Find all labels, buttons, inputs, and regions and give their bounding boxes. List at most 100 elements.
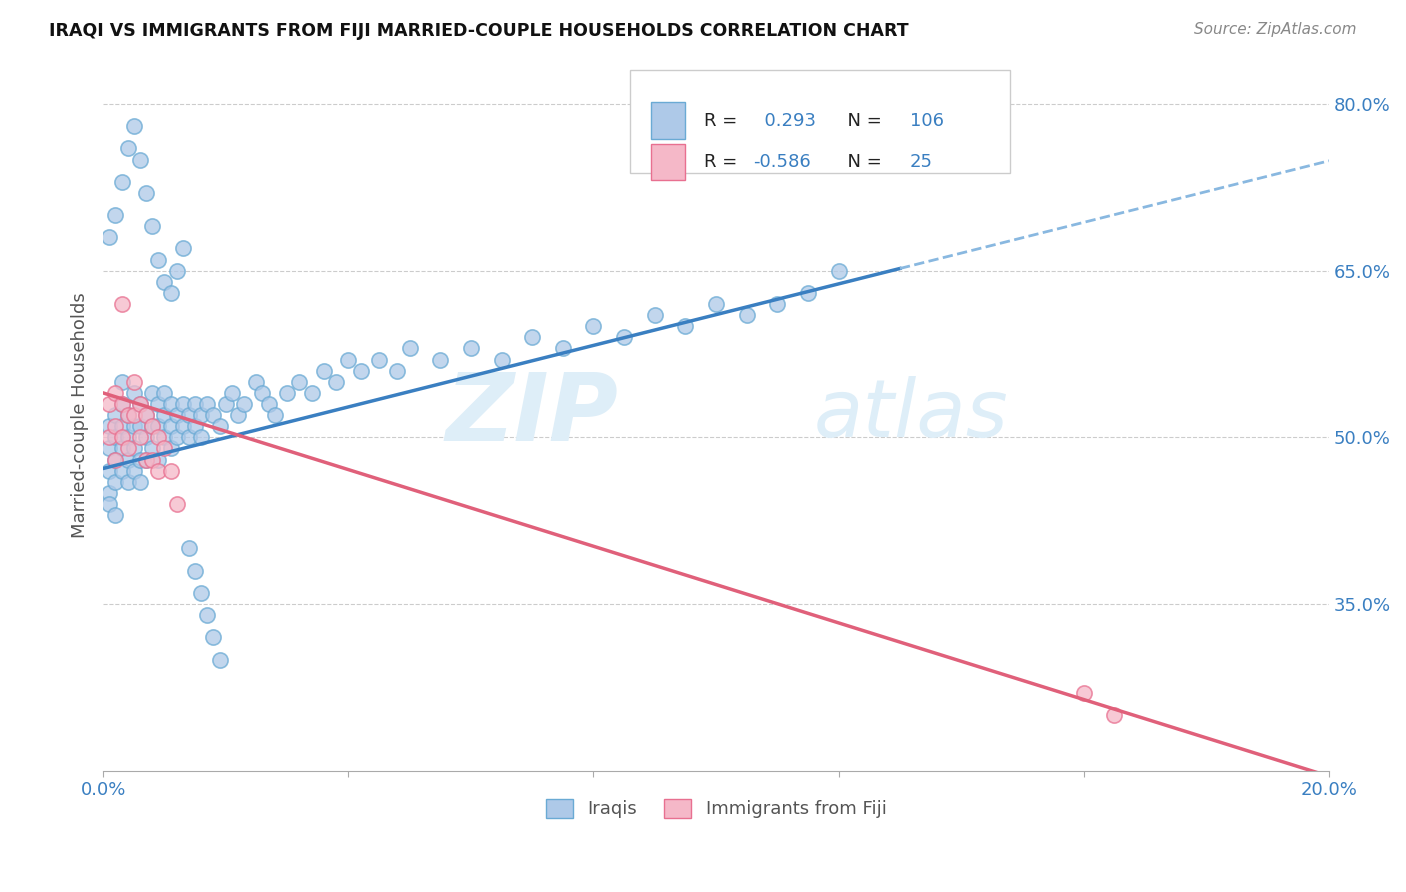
Text: 0.293: 0.293 — [752, 112, 815, 129]
Point — [153, 275, 176, 289]
Text: atlas: atlas — [814, 376, 1010, 454]
Point — [221, 385, 243, 400]
Point — [797, 285, 820, 300]
Point — [122, 375, 145, 389]
Point — [129, 419, 152, 434]
Point — [704, 297, 727, 311]
Point — [117, 430, 139, 444]
Point — [166, 408, 188, 422]
Point — [122, 442, 145, 456]
Point — [110, 175, 132, 189]
Text: ZIP: ZIP — [446, 369, 619, 461]
Point — [827, 263, 849, 277]
FancyBboxPatch shape — [651, 144, 685, 180]
Point — [117, 408, 139, 422]
Point — [122, 120, 145, 134]
Point — [135, 452, 157, 467]
Point — [263, 408, 285, 422]
Y-axis label: Married-couple Households: Married-couple Households — [72, 293, 89, 538]
Point — [117, 408, 139, 422]
Point — [148, 397, 170, 411]
Point — [104, 430, 127, 444]
Point — [491, 352, 513, 367]
Point — [276, 385, 298, 400]
Point — [98, 430, 121, 444]
Point — [135, 452, 157, 467]
Point — [104, 408, 127, 422]
Point — [141, 219, 163, 234]
Point — [117, 475, 139, 489]
Point — [148, 464, 170, 478]
Point — [172, 419, 194, 434]
Point — [104, 419, 127, 434]
Point — [141, 385, 163, 400]
Point — [129, 430, 152, 444]
Point — [159, 397, 181, 411]
Point — [104, 208, 127, 222]
Point — [177, 408, 200, 422]
Point — [153, 385, 176, 400]
Point — [172, 242, 194, 256]
Point — [257, 397, 280, 411]
Text: -0.586: -0.586 — [752, 153, 811, 171]
Point — [129, 153, 152, 167]
Point — [98, 419, 121, 434]
Point — [135, 408, 157, 422]
Point — [110, 464, 132, 478]
Point — [202, 631, 225, 645]
Point — [288, 375, 311, 389]
Legend: Iraqis, Immigrants from Fiji: Iraqis, Immigrants from Fiji — [538, 792, 894, 826]
Point — [122, 464, 145, 478]
Point — [153, 442, 176, 456]
Point — [141, 419, 163, 434]
Point — [110, 430, 132, 444]
Point — [148, 452, 170, 467]
Point — [429, 352, 451, 367]
Point — [141, 452, 163, 467]
Point — [135, 430, 157, 444]
Point — [148, 252, 170, 267]
Text: R =: R = — [704, 153, 742, 171]
Point — [673, 319, 696, 334]
Point — [104, 385, 127, 400]
Point — [735, 308, 758, 322]
Point — [522, 330, 544, 344]
Point — [184, 419, 207, 434]
Point — [190, 586, 212, 600]
Point — [1073, 686, 1095, 700]
Point — [184, 564, 207, 578]
Point — [153, 408, 176, 422]
Point — [202, 408, 225, 422]
Point — [195, 397, 218, 411]
Point — [177, 541, 200, 556]
Point — [148, 419, 170, 434]
Text: 25: 25 — [910, 153, 932, 171]
Point — [252, 385, 274, 400]
FancyBboxPatch shape — [651, 103, 685, 139]
Point — [98, 230, 121, 244]
Point — [141, 442, 163, 456]
Point — [195, 608, 218, 623]
Point — [122, 385, 145, 400]
Point — [368, 352, 391, 367]
Point — [159, 285, 181, 300]
Point — [110, 442, 132, 456]
Point — [129, 397, 152, 411]
Point — [190, 408, 212, 422]
Point — [312, 364, 335, 378]
Point — [208, 419, 231, 434]
Point — [460, 342, 482, 356]
Text: R =: R = — [704, 112, 742, 129]
Point — [551, 342, 574, 356]
Point — [110, 397, 132, 411]
Point — [135, 408, 157, 422]
Point — [129, 452, 152, 467]
Point — [122, 419, 145, 434]
Text: N =: N = — [837, 112, 887, 129]
Point — [245, 375, 267, 389]
Point — [122, 408, 145, 422]
Point — [135, 186, 157, 200]
Point — [613, 330, 636, 344]
Point — [153, 430, 176, 444]
Text: 106: 106 — [910, 112, 943, 129]
